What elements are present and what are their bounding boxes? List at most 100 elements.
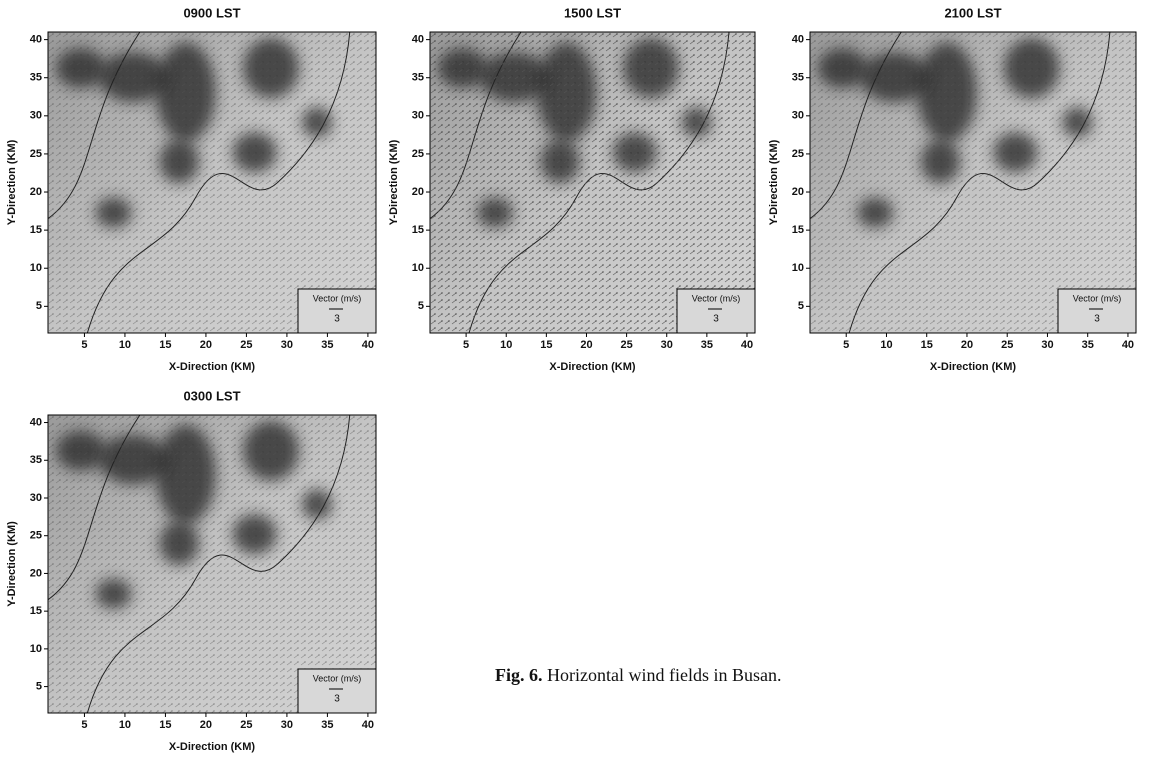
y-tick-label: 30 bbox=[30, 110, 42, 122]
x-axis-label: X-Direction (KM) bbox=[169, 741, 256, 753]
y-tick-label: 25 bbox=[30, 530, 42, 542]
legend-scale: 3 bbox=[713, 314, 719, 325]
x-tick-label: 20 bbox=[580, 339, 592, 351]
x-tick-label: 30 bbox=[281, 339, 293, 351]
y-tick-label: 35 bbox=[30, 454, 42, 466]
x-tick-label: 30 bbox=[661, 339, 673, 351]
y-tick-label: 5 bbox=[798, 300, 804, 312]
panel-title: 0300 LST bbox=[183, 388, 240, 403]
legend: Vector (m/s) 3 bbox=[297, 288, 377, 334]
y-tick-label: 5 bbox=[36, 681, 42, 693]
plot-frame bbox=[47, 414, 377, 714]
wind-vectors bbox=[48, 415, 376, 713]
y-tick-label: 25 bbox=[30, 148, 42, 160]
x-tick-label: 5 bbox=[81, 339, 87, 351]
map bbox=[810, 32, 1136, 333]
x-tick-label: 5 bbox=[843, 339, 849, 351]
y-tick-label: 10 bbox=[412, 262, 424, 274]
wind-vectors bbox=[48, 32, 376, 333]
y-tick-label: 40 bbox=[792, 34, 804, 46]
x-tick-label: 10 bbox=[500, 339, 512, 351]
plot-frame bbox=[47, 31, 377, 334]
y-tick-label: 30 bbox=[412, 110, 424, 122]
y-tick-label: 20 bbox=[412, 186, 424, 198]
y-tick-label: 40 bbox=[412, 34, 424, 46]
x-tick-label: 25 bbox=[1001, 339, 1013, 351]
legend-title: Vector (m/s) bbox=[692, 293, 741, 303]
y-tick-label: 15 bbox=[792, 224, 804, 236]
x-tick-label: 35 bbox=[321, 719, 333, 731]
y-tick-label: 35 bbox=[792, 72, 804, 84]
panel: 5 10 15 20 25 30 35 40 5 10 15 20 25 30 35 40 1500 LST X-… bbox=[388, 5, 756, 373]
legend-scale: 3 bbox=[334, 694, 340, 705]
x-tick-label: 5 bbox=[463, 339, 469, 351]
x-tick-label: 25 bbox=[620, 339, 632, 351]
x-tick-label: 40 bbox=[741, 339, 753, 351]
x-tick-label: 35 bbox=[1082, 339, 1094, 351]
x-tick-label: 40 bbox=[362, 339, 374, 351]
y-tick-label: 20 bbox=[792, 186, 804, 198]
legend-scale: 3 bbox=[1094, 314, 1100, 325]
y-tick-label: 10 bbox=[792, 262, 804, 274]
x-tick-label: 10 bbox=[880, 339, 892, 351]
legend-title: Vector (m/s) bbox=[313, 673, 362, 683]
x-tick-label: 20 bbox=[200, 339, 212, 351]
map bbox=[48, 32, 376, 333]
x-axis-label: X-Direction (KM) bbox=[169, 361, 256, 373]
y-axis-label: Y-Direction (KM) bbox=[6, 139, 18, 225]
legend-box bbox=[1057, 288, 1137, 334]
panel-title: 1500 LST bbox=[564, 5, 621, 20]
x-tick-label: 15 bbox=[159, 339, 171, 351]
x-tick-label: 30 bbox=[1041, 339, 1053, 351]
legend: Vector (m/s) 3 bbox=[676, 288, 756, 334]
y-axis-label: Y-Direction (KM) bbox=[768, 139, 780, 225]
legend-box bbox=[297, 668, 377, 714]
map bbox=[48, 415, 376, 713]
legend: Vector (m/s) 3 bbox=[1057, 288, 1137, 334]
plot-frame bbox=[809, 31, 1137, 334]
x-tick-label: 15 bbox=[540, 339, 552, 351]
x-tick-label: 10 bbox=[119, 339, 131, 351]
y-tick-label: 25 bbox=[412, 148, 424, 160]
y-tick-label: 35 bbox=[412, 72, 424, 84]
panel: 5 10 15 20 25 30 35 40 5 10 15 20 25 30 35 40 2100 LST X-… bbox=[768, 5, 1137, 373]
y-tick-label: 20 bbox=[30, 567, 42, 579]
panel-title: 0900 LST bbox=[183, 5, 240, 20]
y-tick-label: 10 bbox=[30, 643, 42, 655]
y-tick-label: 5 bbox=[36, 300, 42, 312]
y-axis-label: Y-Direction (KM) bbox=[6, 521, 18, 607]
y-tick-label: 5 bbox=[418, 300, 424, 312]
y-axis-label: Y-Direction (KM) bbox=[388, 139, 400, 225]
y-tick-label: 10 bbox=[30, 262, 42, 274]
wind-vectors bbox=[810, 32, 1136, 333]
x-tick-label: 30 bbox=[281, 719, 293, 731]
panel: 5 10 15 20 25 30 35 40 5 10 15 20 25 30 35 40 0300 LST X-… bbox=[6, 388, 377, 753]
y-tick-label: 30 bbox=[792, 110, 804, 122]
y-tick-label: 35 bbox=[30, 72, 42, 84]
x-tick-label: 15 bbox=[159, 719, 171, 731]
y-tick-label: 40 bbox=[30, 416, 42, 428]
y-tick-label: 30 bbox=[30, 492, 42, 504]
x-tick-label: 20 bbox=[961, 339, 973, 351]
y-tick-label: 20 bbox=[30, 186, 42, 198]
y-tick-label: 25 bbox=[792, 148, 804, 160]
x-axis-label: X-Direction (KM) bbox=[549, 361, 636, 373]
x-axis-label: X-Direction (KM) bbox=[930, 361, 1017, 373]
x-tick-label: 25 bbox=[240, 339, 252, 351]
legend-scale: 3 bbox=[334, 314, 340, 325]
x-tick-label: 35 bbox=[321, 339, 333, 351]
caption: Fig. 6. Horizontal wind fields in Busan. bbox=[495, 665, 781, 685]
wind-vectors bbox=[430, 32, 755, 333]
y-tick-label: 40 bbox=[30, 34, 42, 46]
legend-title: Vector (m/s) bbox=[1073, 293, 1122, 303]
panel: 5 10 15 20 25 30 35 40 5 10 15 20 25 30 35 40 0900 LST X-… bbox=[6, 5, 377, 373]
legend-box bbox=[676, 288, 756, 334]
x-tick-label: 10 bbox=[119, 719, 131, 731]
x-tick-label: 15 bbox=[921, 339, 933, 351]
legend-box bbox=[297, 288, 377, 334]
x-tick-label: 40 bbox=[1122, 339, 1134, 351]
x-tick-label: 20 bbox=[200, 719, 212, 731]
map bbox=[430, 32, 755, 333]
caption-label: Fig. 6. bbox=[495, 665, 543, 685]
